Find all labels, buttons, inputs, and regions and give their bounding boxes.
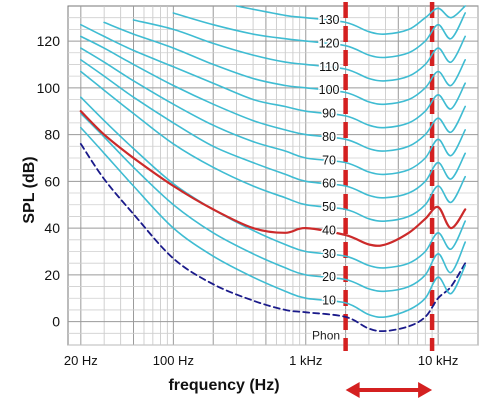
phon-curve-80: [80, 35, 466, 152]
phon-label-10: 10: [322, 294, 336, 308]
y-tick-label: 120: [37, 33, 61, 49]
phon-curve-50: [80, 70, 466, 222]
y-tick-label: 20: [44, 267, 60, 283]
phon-label-130: 130: [319, 13, 340, 27]
plot-frame: [67, 5, 479, 346]
phon-label-20: 20: [322, 270, 336, 284]
x-tick-label: 10 kHz: [418, 353, 458, 368]
phon-label-90: 90: [322, 107, 336, 121]
y-tick-label: 40: [44, 220, 60, 236]
phon-label-80: 80: [322, 130, 336, 144]
phon-curve-110: [132, 19, 466, 82]
marker-lines: [343, 2, 435, 351]
phon-labels: 10 20 30 40 50 60 70 80 90 100 110 120 130 Phon: [311, 12, 342, 345]
phon-curve-30: [80, 96, 466, 269]
series-group: [79, 5, 467, 333]
axes: 0 20 40 60 80 100 120 20 Hz 100 Hz 1 kHz 10 kHz: [37, 33, 458, 398]
phon-curve-90: [80, 23, 466, 129]
phon-label-100: 100: [319, 83, 340, 97]
y-tick-label: 80: [44, 127, 60, 143]
range-arrow-head-left: [345, 382, 360, 398]
x-tick-label: 1 kHz: [289, 353, 322, 368]
y-tick-label: 60: [44, 173, 60, 189]
x-tick-label: 20 Hz: [64, 353, 98, 368]
phon-label-40: 40: [322, 223, 336, 237]
phon-curve-130: [235, 5, 466, 35]
phon-curve-20: [80, 112, 466, 293]
phon-curve-40: [79, 110, 467, 247]
phon-curve-60: [80, 59, 466, 199]
grid: [67, 5, 479, 346]
phon-curve-100: [103, 21, 466, 106]
y-tick-label: 0: [52, 314, 60, 330]
x-tick-label: 100 Hz: [153, 353, 194, 368]
threshold-curve: [79, 143, 467, 333]
phon-curve-120: [172, 12, 466, 59]
phon-label-120: 120: [319, 36, 340, 50]
range-arrow-head-right: [418, 382, 433, 398]
phon-label-60: 60: [322, 177, 336, 191]
y-axis-title: SPL (dB): [21, 156, 38, 223]
range-arrow: [345, 382, 433, 398]
y-tick-label: 100: [37, 80, 61, 96]
phon-label-30: 30: [322, 247, 336, 261]
phon-unit-label: Phon: [312, 329, 340, 343]
phon-label-50: 50: [322, 200, 336, 214]
phon-curve-70: [80, 47, 466, 176]
x-axis-title: frequency (Hz): [168, 377, 279, 394]
phon-label-70: 70: [322, 153, 336, 167]
phon-curve-10: [80, 126, 466, 319]
phon-label-110: 110: [319, 60, 339, 74]
